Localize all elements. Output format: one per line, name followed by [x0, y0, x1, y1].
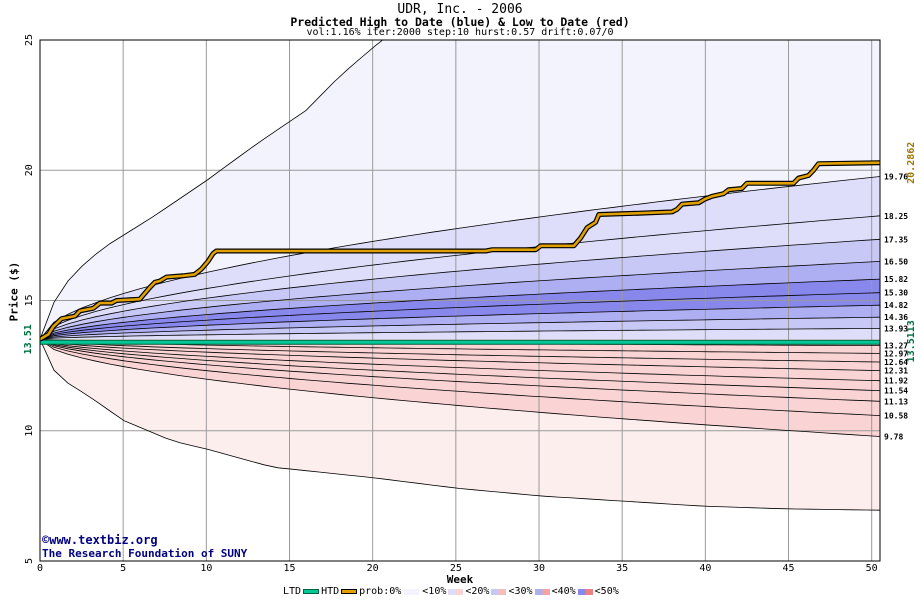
band-label-13.93: 13.93 — [884, 324, 908, 333]
upper-band-fill-5 — [40, 279, 880, 340]
chart-subtitle: Predicted High to Date (blue) & Low to D… — [290, 15, 630, 29]
upper-band-fill-3 — [40, 239, 880, 340]
legend-swatch-40 — [577, 588, 593, 595]
y-tick-label-15: 15 — [24, 294, 35, 306]
band-contour-14.82 — [40, 304, 880, 340]
y-tick-label-20: 20 — [24, 164, 35, 176]
upper-band-fill-4 — [40, 261, 880, 340]
price-lines — [40, 160, 880, 345]
legend-ltd-swatch — [303, 589, 320, 594]
upper-band-fill-0 — [40, 40, 880, 340]
tick-and-band-labels: 0 5 10 15 20 25 30 35 40 45 5051015202519.7618.251… — [23, 34, 917, 574]
legend-swatch-0 — [403, 587, 421, 596]
band-label-19.76: 19.76 — [884, 173, 908, 182]
htd-line — [40, 161, 880, 341]
legend-swatch-30 — [534, 588, 550, 595]
upper-band-fill-2 — [40, 215, 880, 340]
x-tick-label-10: 10 — [200, 563, 212, 574]
band-contour-11.13 — [40, 338, 880, 402]
legend-swatch-10 — [448, 588, 464, 595]
band-contour-16.50 — [40, 261, 880, 340]
legend-p20: <20% — [465, 586, 490, 597]
x-tick-label-0: 0 — [37, 563, 43, 574]
legend-p30: <30% — [508, 586, 533, 597]
band-label-13.27: 13.27 — [884, 342, 908, 351]
ltd-value-label: 13.5113 — [906, 320, 917, 362]
band-label-11.13: 11.13 — [884, 397, 908, 406]
credit-block: ©www.textbiz.org The Research Foundation… — [42, 533, 248, 561]
x-tick-label-50: 50 — [866, 563, 878, 574]
band-contour-11.54 — [40, 338, 880, 391]
band-label-14.82: 14.82 — [884, 301, 908, 310]
upper-band-fill-1 — [40, 176, 880, 340]
lower-envelope-line — [40, 339, 880, 511]
x-tick-label-15: 15 — [283, 563, 295, 574]
upper-band-fill-7 — [40, 305, 880, 340]
band-contour-12.31 — [40, 338, 880, 371]
x-tick-label-5: 5 — [120, 563, 126, 574]
x-tick-label-35: 35 — [616, 563, 628, 574]
band-label-11.92: 11.92 — [884, 377, 908, 386]
htd-final-label: 20.2862 — [906, 142, 917, 184]
upper-band-fill-9 — [40, 328, 880, 340]
legend: LTD HTD prob:0% <10% <20% <30% <40% <50% — [283, 586, 619, 597]
probability-bands — [40, 40, 880, 511]
y-tick-label-10: 10 — [24, 425, 35, 437]
band-contour-15.82 — [40, 278, 880, 340]
legend-p10: <10% — [422, 586, 447, 597]
credit-organization: The Research Foundation of SUNY — [42, 547, 248, 560]
legend-prob-label: prob:0% — [359, 586, 402, 597]
band-contour-9.78 — [40, 338, 880, 437]
chart-parameters: vol:1.16% iter:2000 step:10 hurst:0.57 d… — [306, 27, 614, 38]
y-axis-label: Price ($) — [7, 261, 21, 322]
band-contour-10.58 — [40, 338, 880, 416]
legend-htd-swatch — [341, 589, 358, 594]
band-contours — [40, 40, 880, 511]
y-tick-label-25: 25 — [24, 34, 35, 46]
band-label-16.50: 16.50 — [884, 257, 908, 266]
x-axis-label: Week — [446, 573, 474, 586]
upper-band-fill-8 — [40, 317, 880, 340]
band-label-17.35: 17.35 — [884, 235, 908, 244]
band-label-18.25: 18.25 — [884, 212, 908, 221]
band-label-10.58: 10.58 — [884, 412, 908, 421]
band-contour-13.93 — [40, 328, 880, 340]
band-label-12.64: 12.64 — [884, 358, 908, 367]
band-contour-18.25 — [40, 215, 880, 340]
plot-frame — [39, 39, 881, 562]
band-contour-15.30 — [40, 292, 880, 340]
x-tick-label-30: 30 — [533, 563, 545, 574]
band-contour-11.92 — [40, 338, 880, 382]
band-label-14.36: 14.36 — [884, 313, 908, 322]
x-tick-label-45: 45 — [782, 563, 794, 574]
band-label-9.78: 9.78 — [884, 432, 903, 441]
chart-title: UDR, Inc. - 2006 — [397, 2, 523, 17]
legend-p40: <40% — [551, 586, 576, 597]
band-contour-12.64 — [40, 338, 880, 363]
legend-p50: <50% — [594, 586, 619, 597]
band-contour-14.36 — [40, 316, 880, 340]
band-label-15.82: 15.82 — [884, 275, 908, 284]
x-tick-label-20: 20 — [367, 563, 379, 574]
credit-website[interactable]: ©www.textbiz.org — [42, 533, 158, 547]
x-tick-label-40: 40 — [699, 563, 711, 574]
y-tick-label-5: 5 — [24, 558, 35, 564]
legend-swatch-20 — [491, 588, 507, 595]
band-label-12.97: 12.97 — [884, 349, 908, 358]
axes — [39, 39, 881, 562]
band-label-12.31: 12.31 — [884, 367, 908, 376]
x-tick-label-25: 25 — [450, 563, 462, 574]
upper-envelope-line — [40, 40, 384, 340]
start-price-label: 13.51 — [23, 324, 34, 354]
legend-ltd-label: LTD — [283, 586, 302, 597]
band-label-15.30: 15.30 — [884, 289, 908, 298]
band-label-11.54: 11.54 — [884, 387, 908, 396]
legend-htd-label: HTD — [321, 586, 340, 597]
band-contour-17.35 — [40, 238, 880, 340]
